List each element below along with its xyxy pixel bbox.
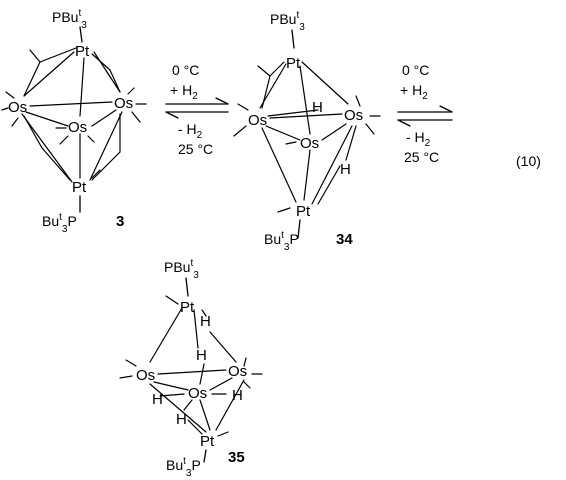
compound-34-label: 34 (336, 231, 353, 248)
c34-pt-top: Pt (286, 55, 301, 72)
eq2-forward-temp: 0 °C (402, 62, 429, 78)
c35-pt-bottom: Pt (200, 433, 215, 450)
c34-bottom-ligand: But3P (264, 230, 299, 253)
c35-pt-top: Pt (180, 299, 195, 316)
c35-h-left: H (152, 391, 163, 408)
compound-35-structure: PBut3 Pt Os Os Os H H H H H Pt But3P (119, 258, 263, 479)
compound-34-structure: PBut3 Pt Os Os Os H H Pt But3P 34 (233, 10, 381, 253)
eq2-forward-reagent: + H2 (400, 82, 428, 102)
c3-pt-bottom: Pt (72, 179, 87, 196)
c34-h-2: H (340, 161, 351, 178)
c35-h-bottom: H (176, 411, 187, 428)
c34-os-right: Os (344, 107, 363, 124)
c34-pt-bottom: Pt (296, 203, 311, 220)
c34-top-ligand: PBut3 (270, 10, 305, 33)
c35-os-left: Os (136, 367, 155, 384)
c35-os-center: Os (188, 385, 207, 402)
c35-bottom-ligand: But3P (166, 456, 201, 479)
eq1-forward-temp: 0 °C (172, 62, 199, 78)
eq1-reverse-reagent: - H2 (178, 121, 203, 141)
equilibrium-2: 0 °C + H2 - H2 25 °C (397, 62, 453, 165)
compound-3-structure: PBut3 Pt Os Os Os Pt But3P (1, 8, 147, 235)
equation-number: (10) (516, 153, 541, 169)
c35-os-right: Os (228, 363, 247, 380)
c3-top-ligand: PBut3 (52, 8, 87, 31)
eq1-reverse-temp: 25 °C (178, 141, 213, 157)
c35-h-mid: H (196, 347, 207, 364)
c34-os-left: Os (248, 112, 267, 129)
c35-h-top: H (200, 313, 211, 330)
c3-os-center: Os (68, 119, 87, 136)
c35-h-right: H (232, 387, 243, 404)
c3-pt-top: Pt (75, 43, 90, 60)
equilibrium-1: 0 °C + H2 - H2 25 °C (165, 62, 229, 157)
c3-os-right: Os (114, 95, 133, 112)
c34-h-1: H (312, 99, 323, 116)
c35-top-ligand: PBut3 (164, 258, 199, 281)
eq2-reverse-temp: 25 °C (404, 149, 439, 165)
c3-bottom-ligand: But3P (42, 212, 77, 235)
compound-3-label: 3 (116, 213, 124, 230)
c3-os-left: Os (8, 99, 27, 116)
compound-35-label: 35 (228, 449, 245, 466)
eq1-forward-reagent: + H2 (170, 82, 198, 102)
eq2-reverse-reagent: - H2 (406, 129, 431, 149)
c34-os-center: Os (300, 135, 319, 152)
